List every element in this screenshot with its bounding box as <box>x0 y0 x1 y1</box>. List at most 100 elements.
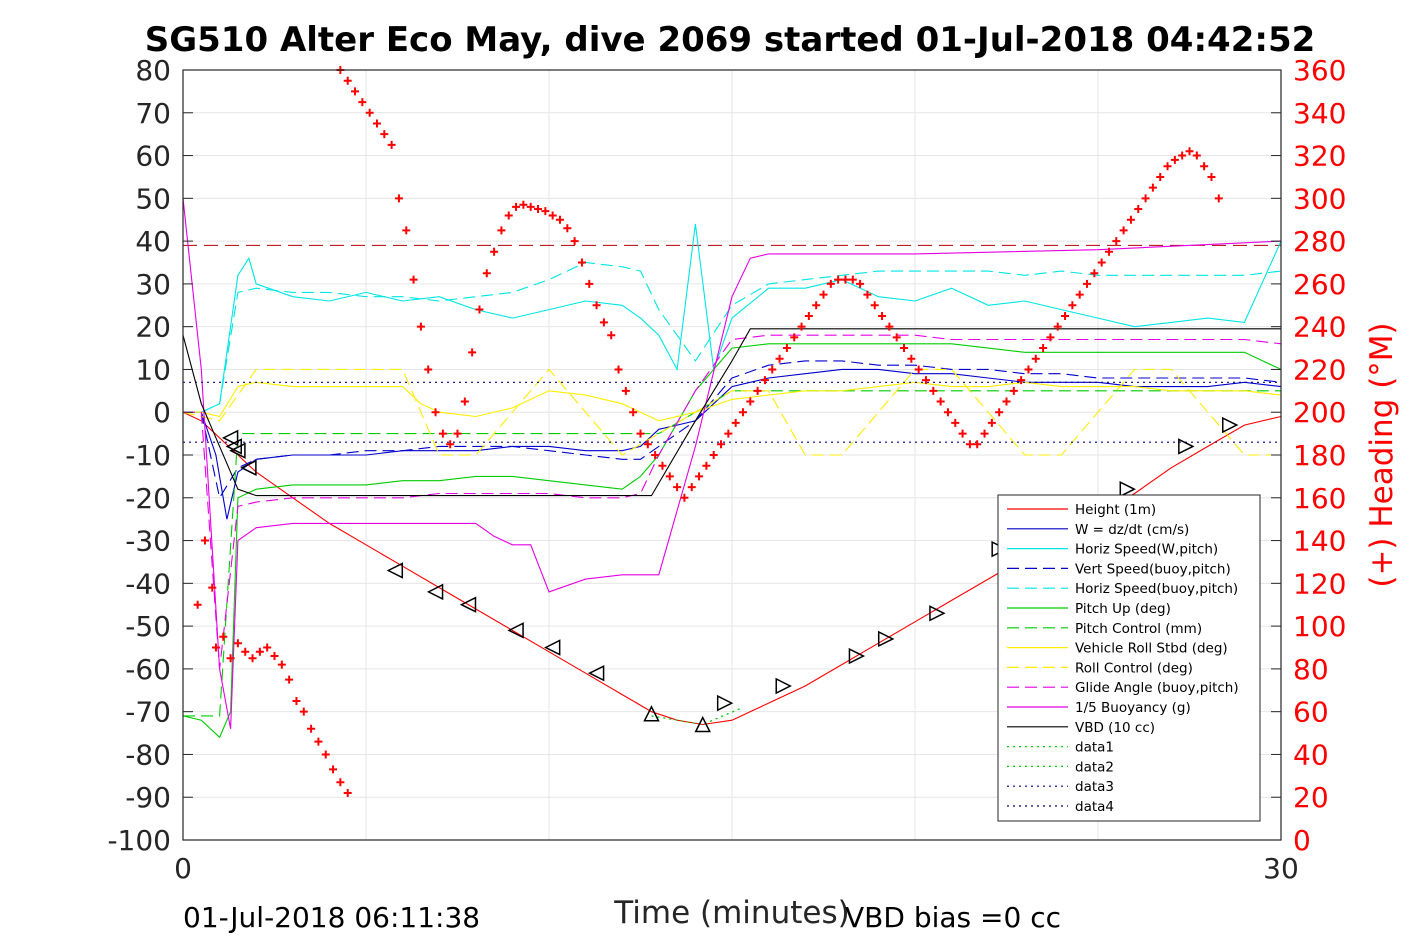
heading-point <box>929 386 938 395</box>
heading-point <box>343 76 352 85</box>
heading-point <box>775 354 784 363</box>
heading-point <box>1053 322 1062 331</box>
heading-point <box>329 765 338 774</box>
triangle-marker-left <box>459 596 477 613</box>
y-tick-label: -100 <box>107 824 171 857</box>
heading-point <box>1141 194 1150 203</box>
y-tick-label: 0 <box>153 396 171 429</box>
legend-label: data4 <box>1075 799 1114 815</box>
heading-point <box>226 654 235 663</box>
heading-point <box>372 119 381 128</box>
heading-point <box>1178 151 1187 160</box>
triangle-marker-right <box>1222 416 1239 434</box>
heading-point <box>365 108 374 117</box>
triangle-marker-left <box>240 459 257 477</box>
heading-point <box>1061 311 1070 320</box>
y-tick-label: -60 <box>125 653 171 686</box>
heading-point <box>870 301 879 310</box>
heading-point <box>402 226 411 235</box>
y2-tick-label: 320 <box>1293 140 1346 173</box>
heading-point <box>490 247 499 256</box>
heading-point <box>1126 215 1135 224</box>
right-axis-ticks: 3603403203002802602402202001801601401201… <box>1271 54 1346 857</box>
heading-point <box>812 301 821 310</box>
x-tick-label: 0 <box>174 852 192 885</box>
heading-point <box>1119 226 1128 235</box>
heading-point <box>1156 172 1165 181</box>
y-tick-label: 20 <box>135 311 171 344</box>
y2-tick-label: 360 <box>1293 54 1346 87</box>
triangle-marker-left <box>386 562 404 579</box>
heading-point <box>343 788 352 797</box>
heading-point <box>921 376 930 385</box>
y2-tick-label: 100 <box>1293 610 1346 643</box>
heading-point <box>241 647 250 656</box>
y2-tick-label: 80 <box>1293 653 1329 686</box>
heading-point <box>468 348 477 357</box>
heading-point <box>277 660 286 669</box>
heading-point <box>519 200 528 209</box>
triangle-marker-left <box>221 429 239 447</box>
y2-tick-label: 200 <box>1293 396 1346 429</box>
legend-label: Height (1m) <box>1075 502 1156 518</box>
heading-point <box>1039 344 1048 353</box>
heading-point <box>1009 386 1018 395</box>
y2-tick-label: 40 <box>1293 738 1329 771</box>
heading-point <box>438 429 447 438</box>
y2-tick-label: 300 <box>1293 182 1346 215</box>
heading-point <box>548 211 557 220</box>
heading-point <box>424 365 433 374</box>
heading-point <box>636 429 645 438</box>
heading-point <box>892 333 901 342</box>
legend-label: Pitch Control (mm) <box>1075 621 1202 637</box>
heading-point <box>987 418 996 427</box>
triangle-marker-left <box>587 664 605 682</box>
chart-title: SG510 Alter Eco May, dive 2069 started 0… <box>145 20 1316 60</box>
heading-point <box>863 290 872 299</box>
heading-point <box>629 408 638 417</box>
heading-point <box>1097 258 1106 267</box>
y-tick-label: 60 <box>135 140 171 173</box>
series-line-pitch-control-mm <box>183 390 1281 717</box>
y2-tick-label: 20 <box>1293 781 1329 814</box>
y-tick-label: -70 <box>125 696 171 729</box>
y2-tick-label: 180 <box>1293 439 1346 472</box>
y2-tick-label: 0 <box>1293 824 1311 857</box>
heading-point <box>1031 354 1040 363</box>
y2-tick-label: 160 <box>1293 482 1346 515</box>
heading-point <box>753 386 762 395</box>
heading-point <box>936 397 945 406</box>
heading-point <box>321 750 330 759</box>
heading-point <box>541 207 550 216</box>
triangle-marker-right <box>775 677 792 695</box>
y2-tick-label: 120 <box>1293 567 1346 600</box>
y-tick-label: 80 <box>135 54 171 87</box>
triangle-marker-right <box>848 647 866 665</box>
heading-point <box>1083 279 1092 288</box>
heading-point <box>907 354 916 363</box>
triangle-marker-right <box>1119 481 1136 498</box>
heading-point <box>738 408 747 417</box>
series-line-vbd-10-cc <box>182 328 1281 497</box>
heading-point <box>336 778 345 787</box>
heading-point <box>621 386 630 395</box>
legend-label: 1/5 Buoyancy (g) <box>1075 700 1191 716</box>
heading-layer <box>194 66 1223 797</box>
x-axis-ticks: 0 30 <box>174 830 1299 885</box>
heading-point <box>724 429 733 438</box>
heading-point <box>1017 376 1026 385</box>
heading-point <box>387 140 396 149</box>
series-line-horiz-speed-buoy-pitch <box>183 261 1282 413</box>
y-tick-label: -90 <box>125 781 171 814</box>
heading-point <box>219 632 228 641</box>
legend-label: data3 <box>1075 779 1114 795</box>
heading-point <box>585 279 594 288</box>
x-axis-label: Time (minutes) <box>613 895 849 931</box>
y-tick-label: -40 <box>125 567 171 600</box>
legend-label: Horiz Speed(W,pitch) <box>1075 542 1218 558</box>
heading-point <box>980 429 989 438</box>
legend-label: data1 <box>1075 740 1114 756</box>
triangle-marker-right <box>929 605 946 622</box>
heading-point <box>255 647 264 656</box>
